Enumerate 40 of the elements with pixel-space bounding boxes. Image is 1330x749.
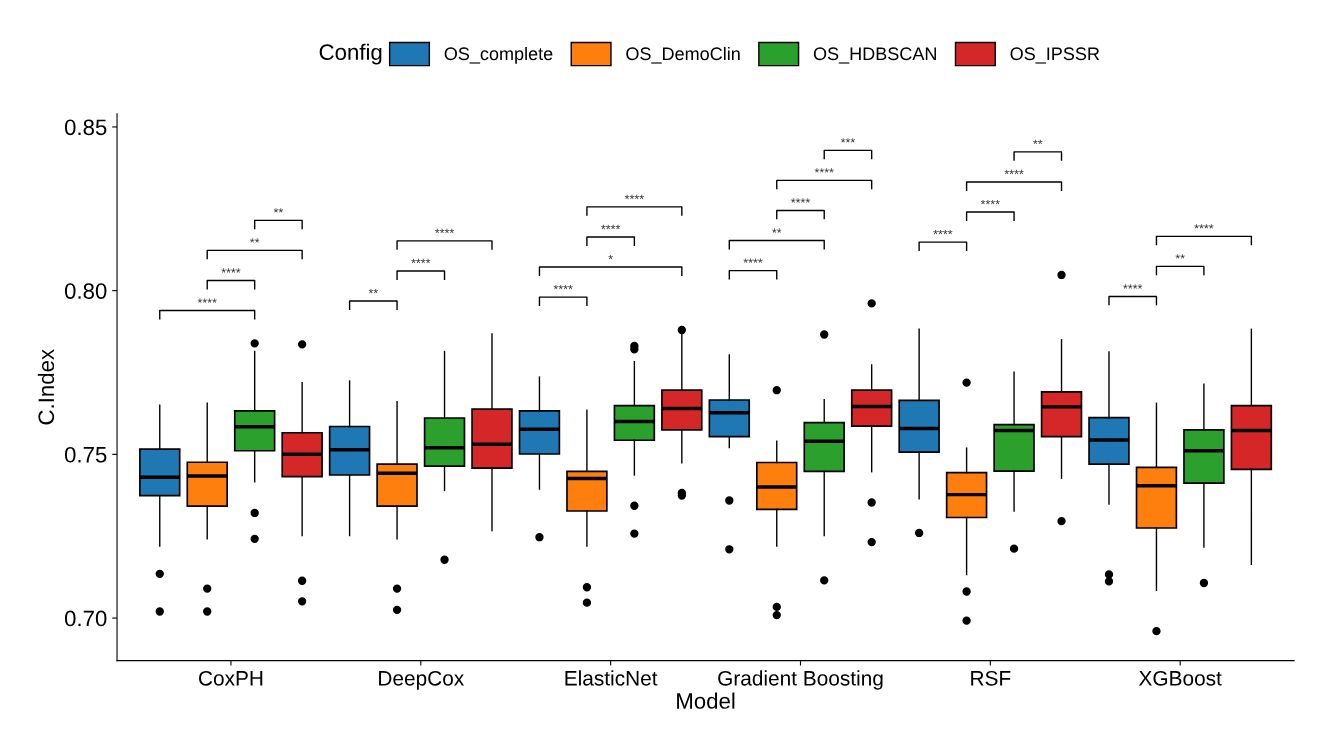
annotation: ** [772, 228, 782, 233]
annotation: ** [273, 208, 284, 213]
x-tick-label: RSF [971, 670, 1011, 686]
annotation: **** [411, 258, 431, 264]
annotation: **** [435, 228, 455, 234]
legend-label: OS_DemoClin [626, 46, 740, 64]
annotation: * [608, 254, 613, 260]
x-tick-label: CoxPH [199, 670, 263, 686]
annotation: **** [1004, 169, 1024, 175]
annotation: ** [1175, 254, 1185, 259]
legend-label: OS_complete [444, 46, 553, 64]
annotation: **** [1194, 224, 1214, 229]
annotation: **** [933, 229, 953, 235]
annotation: **** [1123, 284, 1143, 289]
annotation: **** [624, 194, 644, 200]
annotation: **** [553, 284, 573, 290]
x-axis-title: Model [677, 692, 735, 709]
annotation: **** [980, 199, 1000, 205]
y-tick-label: 0.80 [64, 283, 107, 299]
annotation: **** [221, 268, 241, 273]
annotation: **** [790, 198, 811, 203]
annotation: **** [743, 258, 763, 263]
legend-title: Config [319, 43, 382, 65]
annotation: **** [601, 224, 621, 230]
annotation: ** [1033, 139, 1043, 145]
annotation: **** [197, 298, 217, 303]
annotation: **** [814, 168, 834, 173]
legend-label: OS_HDBSCAN [813, 47, 936, 64]
x-tick-label: ElasticNet [565, 670, 658, 686]
annotation: ** [368, 288, 378, 294]
x-tick-label: DeepCox [379, 670, 464, 690]
legend-label: OS_IPSSR [1010, 47, 1100, 64]
y-tick-label: 0.85 [64, 119, 107, 136]
x-tick-label: XGBoost [1138, 670, 1222, 686]
annotation: *** [840, 138, 856, 143]
y-tick-label: 0.70 [64, 610, 107, 627]
annotation: ** [250, 238, 260, 243]
x-tick-label: Gradient Boosting [718, 670, 883, 690]
y-tick-label: 0.75 [64, 446, 107, 463]
y-axis-title: C.Index [37, 349, 55, 425]
